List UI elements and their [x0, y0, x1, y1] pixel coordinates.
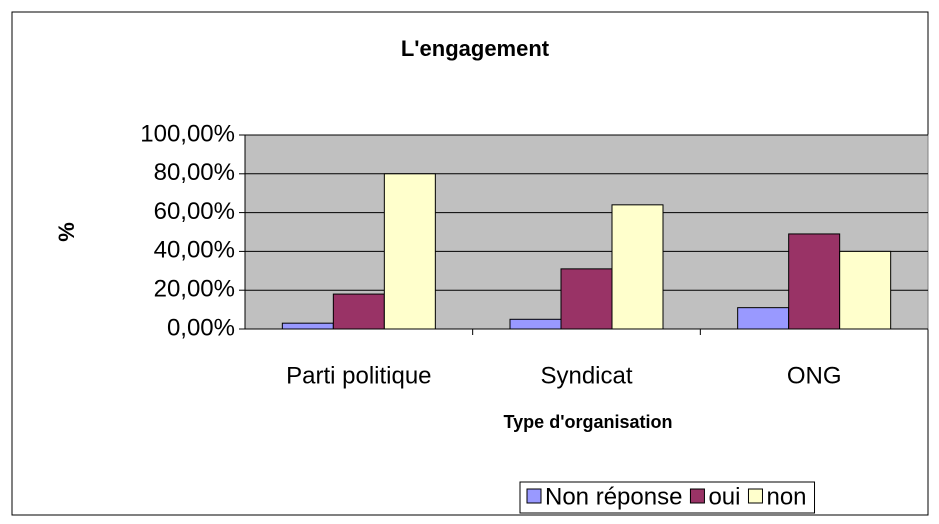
- chart-title: L'engagement: [401, 36, 550, 61]
- bar: [611, 204, 664, 330]
- legend-label: oui: [708, 483, 740, 510]
- x-tick-label: ONG: [787, 362, 842, 389]
- legend: [519, 481, 816, 514]
- x-tick-label: Syndicat: [540, 362, 632, 389]
- y-tick-label: 60,00%: [154, 198, 235, 225]
- legend-label: non: [766, 483, 806, 510]
- x-axis-title: Type d'organisation: [504, 412, 673, 432]
- bar: [332, 293, 385, 330]
- legend-label: Non réponse: [545, 483, 682, 510]
- x-tick-label: Parti politique: [286, 362, 431, 389]
- legend-swatch: [747, 488, 763, 504]
- bar: [281, 322, 334, 330]
- y-tick-label: 0,00%: [167, 314, 235, 341]
- bar: [737, 307, 790, 330]
- bar: [788, 233, 841, 330]
- y-tick-label: 20,00%: [154, 276, 235, 303]
- legend-swatch: [689, 488, 705, 504]
- bar: [383, 173, 436, 330]
- bar: [509, 318, 562, 330]
- y-axis-title: %: [54, 222, 79, 242]
- y-tick-label: 80,00%: [154, 159, 235, 186]
- y-tick-label: 40,00%: [154, 237, 235, 264]
- bar: [560, 268, 613, 330]
- bar: [839, 250, 892, 330]
- y-tick-label: 100,00%: [140, 120, 235, 147]
- legend-swatch: [526, 488, 542, 504]
